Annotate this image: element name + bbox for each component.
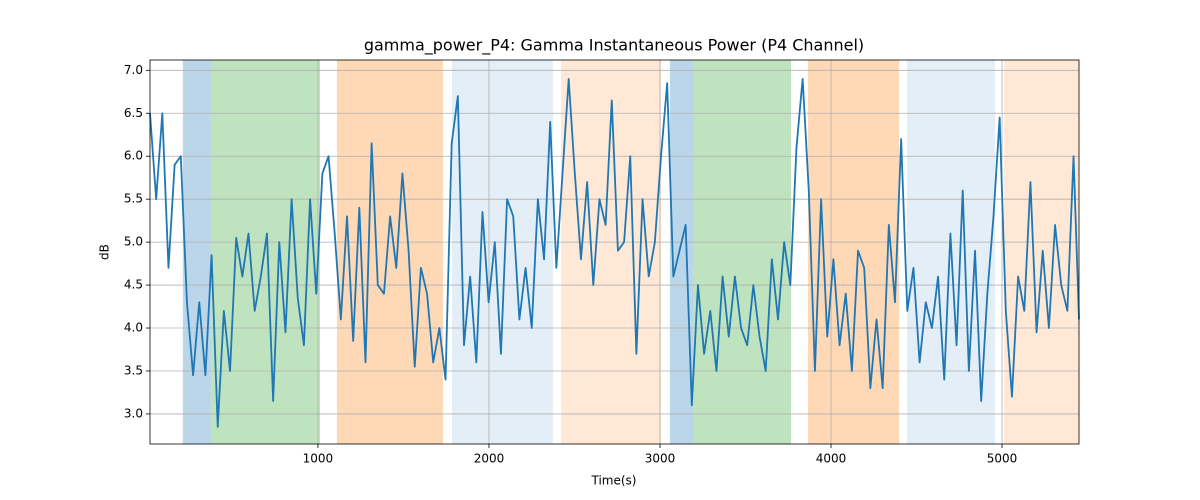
- x-tick-label: 3000: [645, 452, 676, 466]
- y-tick-label: 4.0: [124, 321, 143, 335]
- x-tick-label: 5000: [987, 452, 1018, 466]
- shaded-span: [336, 60, 443, 444]
- shaded-span: [452, 60, 553, 444]
- y-tick-label: 6.0: [124, 149, 143, 163]
- chart-title: gamma_power_P4: Gamma Instantaneous Powe…: [364, 36, 864, 56]
- grid: [150, 60, 1079, 444]
- shaded-span: [692, 60, 791, 444]
- ticks: 1000 2000 3000 4000 5000 3.0 3.5 4.0 4.5 5.0 5.5 6.…: [124, 63, 1017, 466]
- y-tick-label: 3.0: [124, 406, 143, 420]
- shaded-span: [210, 60, 320, 444]
- spans: [182, 60, 1079, 444]
- axes-frame: [149, 59, 1080, 445]
- plot: [149, 77, 1080, 428]
- y-tick-label: 3.5: [124, 363, 143, 377]
- y-tick-label: 6.5: [124, 106, 143, 120]
- x-axis-label: Time(s): [591, 474, 637, 488]
- y-tick-label: 4.5: [124, 278, 143, 292]
- x-tick-label: 4000: [816, 452, 847, 466]
- y-tick-label: 5.5: [124, 192, 143, 206]
- shaded-span: [182, 60, 211, 444]
- y-tick-label: 5.0: [124, 235, 143, 249]
- data-line: [149, 77, 1080, 428]
- x-tick-label: 1000: [303, 452, 334, 466]
- x-tick-label: 2000: [474, 452, 505, 466]
- shaded-span: [807, 60, 900, 444]
- y-tick-label: 7.0: [124, 63, 143, 77]
- shaded-span: [1004, 60, 1079, 444]
- y-axis-label: dB: [98, 244, 112, 260]
